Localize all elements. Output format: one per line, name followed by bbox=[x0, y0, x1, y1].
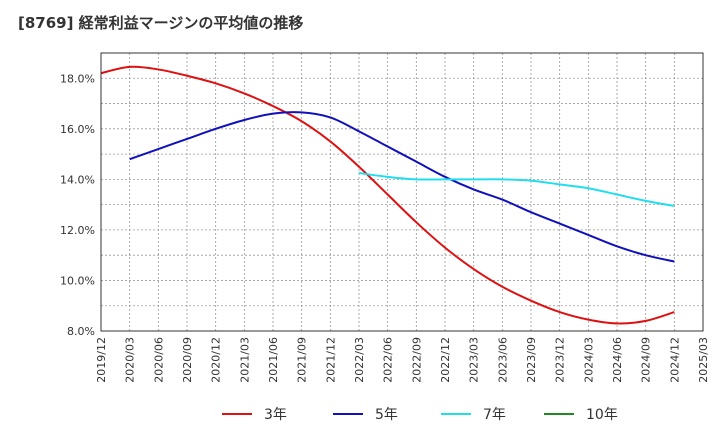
x-tick-label: 2024/09 bbox=[640, 337, 653, 383]
series-line bbox=[129, 111, 675, 263]
x-tick-label: 2021/09 bbox=[296, 337, 309, 383]
series-line bbox=[100, 65, 675, 325]
x-tick-label: 2024/12 bbox=[668, 337, 681, 383]
x-tick-label: 2024/03 bbox=[582, 337, 595, 383]
y-axis-ticks: 8.0% 10.0% 12.0% 14.0% 16.0% 18.0% bbox=[60, 72, 95, 338]
x-tick-label: 2023/03 bbox=[468, 337, 481, 383]
grid bbox=[100, 52, 704, 332]
legend-label: 3年 bbox=[264, 407, 287, 423]
x-tick-label: 2025/03 bbox=[697, 337, 710, 383]
y-tick-label: 8.0% bbox=[67, 325, 95, 338]
legend-label: 5年 bbox=[375, 407, 398, 423]
x-tick-label: 2020/03 bbox=[124, 337, 137, 383]
series-lines bbox=[100, 65, 675, 325]
x-tick-label: 2023/09 bbox=[525, 337, 538, 383]
y-tick-label: 10.0% bbox=[60, 274, 95, 287]
x-tick-label: 2023/06 bbox=[496, 337, 509, 383]
x-tick-label: 2021/03 bbox=[238, 337, 251, 383]
x-tick-label: 2022/12 bbox=[439, 337, 452, 383]
legend-label: 7年 bbox=[483, 407, 506, 423]
x-axis-ticks: 2019/12 2020/03 2020/06 2020/09 2020/12 2021/… bbox=[95, 337, 710, 383]
x-tick-label: 2021/06 bbox=[267, 337, 280, 383]
chart-title: [8769] 経常利益マージンの平均値の推移 bbox=[18, 14, 304, 32]
x-tick-label: 2022/09 bbox=[410, 337, 423, 383]
legend: 3年 5年 7年 10年 bbox=[222, 407, 618, 423]
plot-frame bbox=[100, 52, 704, 332]
x-tick-label: 2019/12 bbox=[95, 337, 108, 383]
x-tick-label: 2022/06 bbox=[382, 337, 395, 383]
series-line bbox=[358, 172, 675, 207]
y-tick-label: 18.0% bbox=[60, 72, 95, 85]
y-tick-label: 14.0% bbox=[60, 173, 95, 186]
x-tick-label: 2020/09 bbox=[181, 337, 194, 383]
x-tick-label: 2024/06 bbox=[611, 337, 624, 383]
x-tick-label: 2023/12 bbox=[554, 337, 567, 383]
x-tick-label: 2022/03 bbox=[353, 337, 366, 383]
x-tick-label: 2021/12 bbox=[324, 337, 337, 383]
x-tick-label: 2020/12 bbox=[210, 337, 223, 383]
y-tick-label: 12.0% bbox=[60, 224, 95, 237]
legend-label: 10年 bbox=[586, 407, 618, 423]
x-tick-label: 2020/06 bbox=[152, 337, 165, 383]
y-tick-label: 16.0% bbox=[60, 123, 95, 136]
